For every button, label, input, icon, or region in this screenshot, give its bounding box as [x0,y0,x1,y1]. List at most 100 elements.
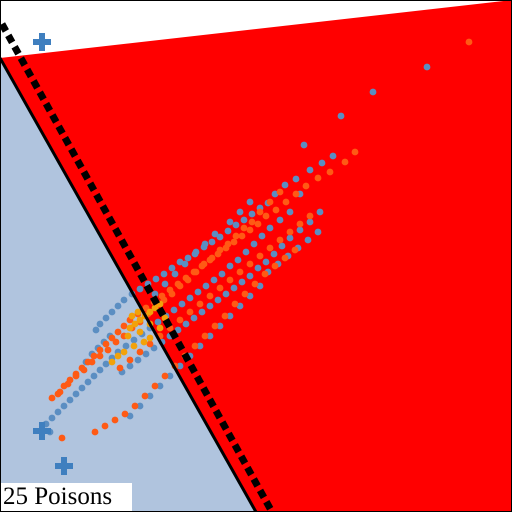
poison-marker [55,457,73,475]
data-point-blue [238,278,246,286]
data-point-blue [196,342,204,350]
data-point-gold [146,334,154,342]
data-point-blue [369,88,377,96]
data-point-orange [168,290,176,298]
data-point-blue [102,360,110,368]
data-point-blue [286,234,294,242]
data-point-gold [156,324,164,332]
data-point-orange [146,340,154,348]
data-point-blue [48,414,56,422]
data-point-blue [66,396,74,404]
data-point-blue [134,356,142,364]
data-point-blue [136,402,144,410]
data-point-blue [130,336,138,344]
data-point-blue [423,63,431,71]
data-point-orange [226,276,234,284]
data-point-blue [230,284,238,292]
data-point-gold [120,348,128,356]
data-point-blue [234,256,242,264]
data-point-gold [131,320,139,328]
data-point-orange [254,220,262,228]
data-point-orange [112,338,120,346]
data-point-orange [121,410,129,418]
data-point-orange [241,290,249,298]
data-point-orange [256,208,264,216]
data-point-blue [222,290,230,298]
data-point-gold [114,352,122,360]
data-point-orange [261,270,269,278]
poison-marker [33,33,51,51]
data-point-blue [54,408,62,416]
data-point-orange [88,358,96,366]
data-point-blue [146,392,154,400]
data-point-orange [176,316,184,324]
data-point-blue [242,248,250,256]
poison-marker [33,422,51,440]
data-point-orange [58,434,66,442]
data-point-orange [326,168,334,176]
data-point-blue [176,362,184,370]
data-point-orange [141,392,149,400]
data-point-orange [191,342,199,350]
data-point-blue [154,318,162,326]
data-point-orange [306,212,314,220]
data-point-blue [316,208,324,216]
data-point-blue [318,159,326,167]
data-point-orange [266,198,274,206]
data-point-orange [96,352,104,360]
data-point-blue [276,216,284,224]
data-point-orange [48,394,56,402]
data-point-blue [281,181,289,189]
data-point-blue [224,227,232,235]
data-point-blue [126,362,134,370]
data-point-blue [210,276,218,284]
decision-boundary-dashed [0,22,276,512]
data-point-orange [80,366,88,374]
data-point-blue [337,112,345,120]
data-point-orange [302,182,310,190]
data-point-orange [276,188,284,196]
data-point-blue [232,221,240,229]
data-point-orange [236,268,244,276]
data-point-blue [161,280,169,288]
data-point-orange [282,198,290,206]
data-point-blue [240,216,248,224]
data-point-blue [90,372,98,380]
data-point-orange [341,158,349,166]
data-point-orange [256,252,264,260]
data-point-gold [140,338,148,346]
data-point-orange [90,352,98,360]
data-point-orange [248,218,256,226]
data-point-gold [128,312,136,320]
data-point-orange [126,356,134,364]
data-point-blue [174,326,182,334]
data-point-blue [184,254,192,262]
data-point-blue [314,228,322,236]
data-point-blue [296,226,304,234]
data-point-orange [114,328,122,336]
data-point-blue [254,264,262,272]
poison-count-label: 25 Poisons [1,483,133,511]
data-point-orange [271,262,279,270]
data-point-orange [131,402,139,410]
data-point-blue [72,390,80,398]
data-point-gold [130,342,138,350]
data-point-blue [218,270,226,278]
data-point-blue [84,378,92,386]
data-point-blue [182,320,190,328]
data-point-blue [198,308,206,316]
data-point-orange [292,190,300,198]
data-point-orange [56,388,64,396]
data-point-gold [151,304,159,312]
data-point-orange [208,254,216,262]
data-point-orange [184,276,192,284]
data-point-blue [214,296,222,304]
decision-boundaries [0,22,276,512]
data-point-blue [160,270,168,278]
data-point-blue [211,230,219,238]
data-point-orange [192,268,200,276]
data-point-blue [178,300,186,308]
data-point-orange [104,346,112,354]
